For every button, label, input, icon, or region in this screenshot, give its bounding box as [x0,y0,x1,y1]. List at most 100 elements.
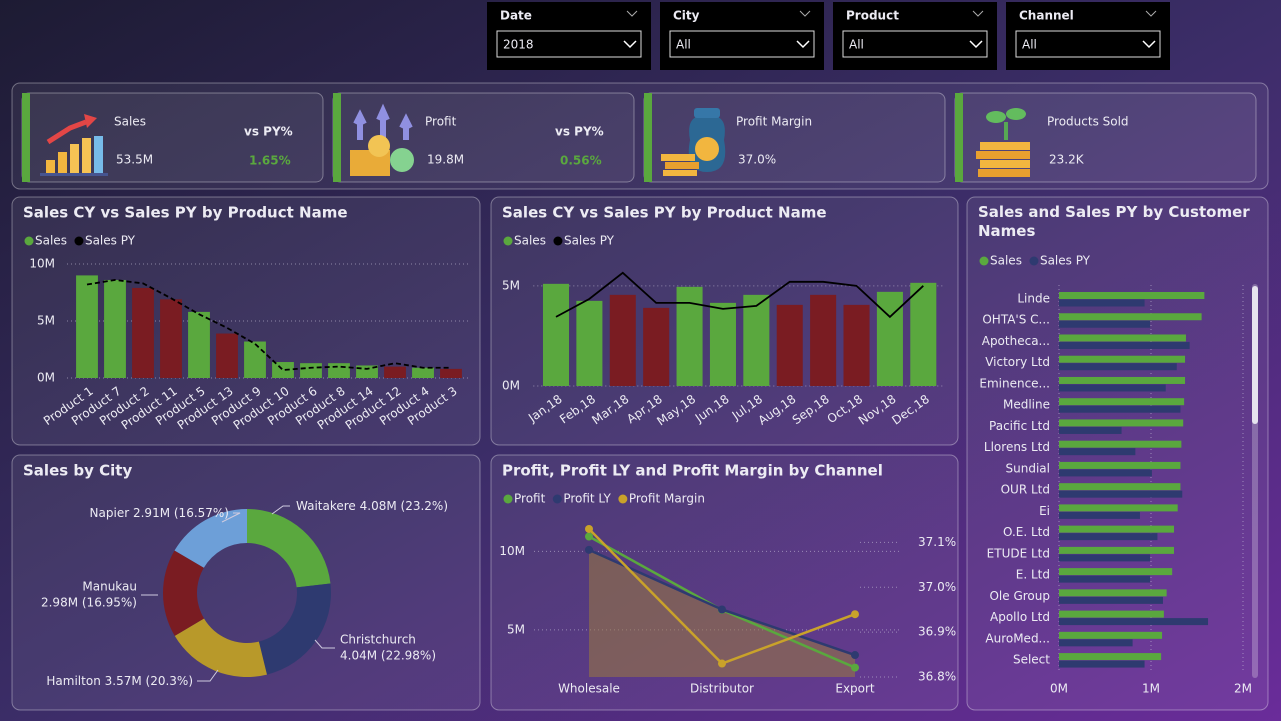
slicer-dropdown[interactable] [496,30,642,58]
slice-value-label: 4.08M (23.2%) [360,499,448,513]
donut-slice [247,509,331,588]
y-tick-label: 0M [37,371,55,385]
bar [132,287,154,378]
bar [1059,546,1174,554]
slicer-dropdown[interactable] [669,30,815,58]
bar [1059,469,1152,477]
bar [160,299,182,378]
kpi-value: 19.8M [427,153,464,167]
y-tick-label: Ei [1039,504,1050,518]
slice-value-label: 2.91M (16.57%) [133,506,229,520]
y-tick-label: E. Ltd [1016,568,1050,582]
legend-label: Sales [35,234,67,248]
bar [1059,568,1173,576]
bar [1059,363,1177,371]
y-tick-label: Pacific Ltd [989,419,1050,433]
y-tick-label: Llorens Ltd [984,440,1050,454]
kpi-card [643,92,946,183]
leader-line [314,639,335,649]
slicer-dropdown[interactable] [1015,30,1161,58]
slice-label: Hamilton 3.57M (20.3%) [46,674,193,688]
bar [328,363,350,378]
point [718,659,726,668]
chevron [623,40,637,49]
point [851,663,859,672]
y-tick-label: Ole Group [989,589,1050,603]
y-tick-label: ETUDE Ltd [987,546,1050,560]
bar [1059,292,1205,299]
bar [1059,511,1140,519]
x-tick-label: Wholesale [558,682,620,696]
kpi-card [954,92,1257,183]
slicer-label: Channel [1019,9,1074,23]
x-tick-label: Export [835,682,875,696]
legend-label: Sales PY [564,234,615,248]
slicer-dropdown[interactable] [842,30,988,58]
kpi-title: Sales [114,115,146,129]
y-tick-label: Apotheca... [982,334,1050,348]
bar [1059,490,1183,498]
bar [609,294,636,386]
y-tick-label: 5M [502,278,520,292]
donut-slice [258,583,331,675]
bar [1059,589,1167,597]
line [555,271,924,319]
donut-slice [174,618,267,677]
bar [216,333,238,378]
legend-marker [503,494,513,504]
y-tick-label: O.E. Ltd [1003,525,1050,539]
icon-profit [350,103,414,176]
bar [1059,575,1151,583]
panels [11,196,1269,711]
panel [11,454,481,711]
kpi-title: Profit [425,115,457,129]
bar [412,367,434,378]
icon-sales [40,114,108,176]
slicer-value: All [1022,38,1037,52]
y-tick-label: 5M [37,314,55,328]
bar [1059,426,1122,434]
slice-label: Napier 2.91M (16.57%) [90,506,229,520]
bar [76,275,98,378]
slice-label: Waitakere 4.08M (23.2%) [296,499,448,513]
bar [1059,596,1163,604]
chevron [799,10,811,17]
bar [743,294,770,386]
bar [440,368,462,378]
icon-profit-margin [661,108,726,176]
bar [1059,660,1145,668]
slice-label: Christchurch [340,633,416,647]
kpi-compare: 1.65% [249,154,291,168]
y-tick-label: OUR Ltd [1001,483,1050,497]
bar [1059,384,1166,392]
bar [104,279,126,378]
y-tick-label: Victory Ltd [985,355,1050,369]
slice-value-label: 4.04M (22.98%) [340,649,436,663]
bar [1059,313,1202,321]
bar [188,311,210,378]
kpi-accent [955,93,963,182]
y-tick-label: 10M [29,257,55,271]
bar [1059,405,1181,413]
donut-slice [174,509,247,568]
bar [1059,299,1145,307]
bar [1059,533,1158,541]
chevron [969,40,983,49]
y-tick-label: 5M [507,622,525,636]
bar [1059,610,1164,618]
line [86,279,451,371]
slice-name: Napier [90,506,130,520]
slice-name: Hamilton [46,674,100,688]
legend-marker [503,236,513,246]
scrollbar-thumb[interactable] [1252,286,1258,424]
donut-slice [163,550,204,636]
bar [1059,320,1151,328]
y-tick-label: Eminence... [979,376,1050,390]
kpi-compare-label: vs PY% [555,125,604,139]
point [718,605,726,614]
slice-value-label: 3.57M (20.3%) [105,674,193,688]
chevron [1145,10,1157,17]
icon-products-sold [976,108,1030,177]
